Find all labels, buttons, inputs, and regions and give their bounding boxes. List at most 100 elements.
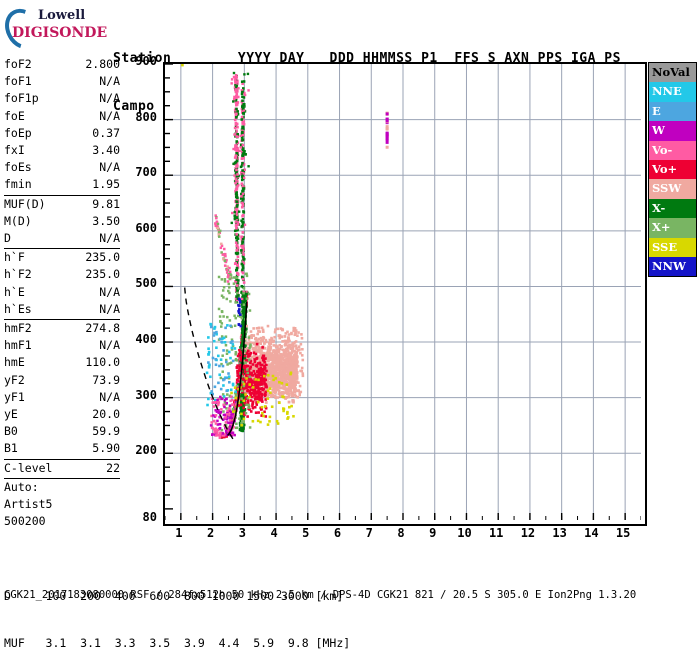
param-key: h`F bbox=[4, 249, 25, 266]
param-key: foE bbox=[4, 108, 25, 125]
x-tick-label: 4 bbox=[262, 526, 286, 540]
x-tick-label: 9 bbox=[421, 526, 445, 540]
legend-item-x-[interactable]: X+ bbox=[649, 218, 696, 237]
x-tick-label: 5 bbox=[294, 526, 318, 540]
param-key: B1 bbox=[4, 440, 18, 457]
param-key: foEs bbox=[4, 159, 32, 176]
param-key: h`Es bbox=[4, 301, 32, 318]
param-value: 20.0 bbox=[92, 406, 120, 423]
ionogram-plot[interactable] bbox=[163, 62, 647, 526]
auto-line: 500200 bbox=[4, 513, 120, 530]
param-key: foEp bbox=[4, 125, 32, 142]
param-key: foF2 bbox=[4, 56, 32, 73]
param-row: hmE 110.0 bbox=[4, 354, 120, 371]
footer-file-info: CGK21_2017183080000.RSF / 284fx512h 50 k… bbox=[4, 589, 636, 601]
param-value: 235.0 bbox=[85, 249, 120, 266]
param-value: 1.95 bbox=[92, 176, 120, 193]
param-row: M(D)3.50 bbox=[4, 213, 120, 230]
param-value: 59.9 bbox=[92, 423, 120, 440]
legend-item-vo-[interactable]: Vo- bbox=[649, 141, 696, 160]
legend-item-w[interactable]: W bbox=[649, 121, 696, 140]
lowell-digisonde-logo: Lowell DIGISONDE bbox=[4, 6, 100, 46]
param-key: foF1p bbox=[4, 90, 39, 107]
legend-item-ssw[interactable]: SSW bbox=[649, 179, 696, 198]
y-tick-label: 500 bbox=[117, 276, 157, 290]
param-value: 73.9 bbox=[92, 372, 120, 389]
legend-item-noval[interactable]: NoVal bbox=[649, 63, 696, 82]
param-row: h`F 235.0 bbox=[4, 249, 120, 266]
param-value: 0.37 bbox=[92, 125, 120, 142]
param-row: MUF(D) 9.81 bbox=[4, 196, 120, 213]
param-row: foEp 0.37 bbox=[4, 125, 120, 142]
param-value: N/A bbox=[99, 301, 120, 318]
legend-item-sse[interactable]: SSE bbox=[649, 238, 696, 257]
legend-item-vo-[interactable]: Vo+ bbox=[649, 160, 696, 179]
param-key: fmin bbox=[4, 176, 32, 193]
param-row: foF2 2.800 bbox=[4, 56, 120, 73]
x-tick-label: 2 bbox=[199, 526, 223, 540]
y-tick-label: 400 bbox=[117, 332, 157, 346]
legend-item-nnw[interactable]: NNW bbox=[649, 257, 696, 276]
y-tick-label: 300 bbox=[117, 388, 157, 402]
param-key: yE bbox=[4, 406, 18, 423]
param-key: B0 bbox=[4, 423, 18, 440]
x-tick-label: 13 bbox=[548, 526, 572, 540]
param-value: 5.90 bbox=[92, 440, 120, 457]
param-row: B0 59.9 bbox=[4, 423, 120, 440]
x-tick-label: 3 bbox=[230, 526, 254, 540]
param-row: yE 20.0 bbox=[4, 406, 120, 423]
param-key: MUF(D) bbox=[4, 196, 46, 213]
x-tick-label: 12 bbox=[516, 526, 540, 540]
legend-item-x-[interactable]: X- bbox=[649, 199, 696, 218]
x-tick-label: 7 bbox=[357, 526, 381, 540]
param-value: 3.40 bbox=[92, 142, 120, 159]
param-row: foF1p N/A bbox=[4, 90, 120, 107]
param-key: D bbox=[4, 230, 11, 247]
x-tick-label: 14 bbox=[579, 526, 603, 540]
param-value: 2.800 bbox=[85, 56, 120, 73]
y-tick-label: 600 bbox=[117, 221, 157, 235]
param-group-clevel: C-level 22 bbox=[4, 460, 120, 479]
x-tick-label: 10 bbox=[452, 526, 476, 540]
y-tick-label: 800 bbox=[117, 110, 157, 124]
param-value: 274.8 bbox=[85, 320, 120, 337]
param-key: h`E bbox=[4, 284, 25, 301]
param-value: 3.50 bbox=[92, 213, 120, 230]
param-value: 22 bbox=[106, 460, 120, 477]
param-key: h`F2 bbox=[4, 266, 32, 283]
x-tick-label: 6 bbox=[326, 526, 350, 540]
param-key: C-level bbox=[4, 460, 52, 477]
legend-item-nne[interactable]: NNE bbox=[649, 82, 696, 101]
y-tick-label: 900 bbox=[117, 54, 157, 68]
auto-line: Auto: bbox=[4, 479, 120, 496]
logo-digisonde-text: DIGISONDE bbox=[12, 25, 107, 41]
param-key: hmE bbox=[4, 354, 25, 371]
legend-item-e[interactable]: E bbox=[649, 102, 696, 121]
param-value: 9.81 bbox=[92, 196, 120, 213]
param-row: h`Es N/A bbox=[4, 301, 120, 318]
logo-lowell-text: Lowell bbox=[38, 8, 85, 23]
param-value: N/A bbox=[99, 73, 120, 90]
x-tick-label: 11 bbox=[484, 526, 508, 540]
param-value: 110.0 bbox=[85, 354, 120, 371]
param-value: N/A bbox=[99, 90, 120, 107]
footer-muf-row: MUF 3.1 3.1 3.3 3.5 3.9 4.4 5.9 9.8 [MHz… bbox=[4, 636, 350, 652]
param-row: fmin 1.95 bbox=[4, 176, 120, 193]
x-tick-label: 8 bbox=[389, 526, 413, 540]
param-row: C-level 22 bbox=[4, 460, 120, 477]
param-key: hmF1 bbox=[4, 337, 32, 354]
